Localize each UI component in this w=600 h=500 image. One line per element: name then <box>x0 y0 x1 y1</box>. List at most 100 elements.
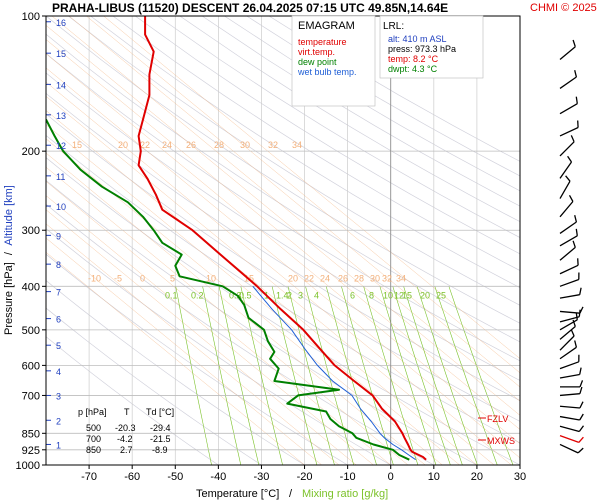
lrl-dewpoint: dwpt: 4.3 °C <box>388 64 438 74</box>
moist-adiabat <box>103 16 520 359</box>
dry-adiabat <box>46 92 520 402</box>
mixing-ratio-label: 20 <box>420 290 430 300</box>
wind-barb-staff <box>559 316 580 323</box>
legend-item-temperature: temperature <box>298 37 347 47</box>
wind-barb-flag <box>579 367 582 375</box>
altitude-tick-label: 2 <box>56 416 61 426</box>
y-axis-label-sep: / <box>3 251 15 255</box>
table-cell: -8.9 <box>152 445 168 455</box>
x-tick-label: -40 <box>210 471 226 483</box>
axes-layer: 1002003004005006007008509251000123456789… <box>16 11 527 483</box>
wind-barb-staff <box>559 415 580 421</box>
y-axis-label-pressure: Pressure [hPa] <box>3 262 15 335</box>
legend-box <box>291 15 376 107</box>
y-tick-label: 300 <box>22 225 40 237</box>
isotherm-label: 20 <box>118 140 128 150</box>
table-cell: -20.3 <box>115 423 136 433</box>
isotherm-label: 26 <box>186 140 196 150</box>
dry-adiabat <box>179 16 520 223</box>
legend-item-virt-temp: virt.temp. <box>298 47 335 57</box>
dry-adiabat <box>112 16 520 271</box>
isotherm-label: 5 <box>170 273 175 283</box>
altitude-tick-label: 1 <box>56 440 61 450</box>
isotherm-label: 34 <box>292 140 302 150</box>
series-line-temperature <box>137 16 427 461</box>
dry-adiabat <box>157 16 520 238</box>
x-tick-label: -20 <box>297 471 313 483</box>
wind-barb-staff <box>559 346 577 360</box>
isotherm-label: -5 <box>114 273 122 283</box>
wind-barb-flag <box>577 447 584 454</box>
lrl-altitude: alt: 410 m ASL <box>388 34 447 44</box>
wind-barb-staff <box>559 180 571 199</box>
wind-barb-flag <box>570 329 575 337</box>
isotherm-label: 22 <box>140 140 150 150</box>
x-tick-label: -10 <box>340 471 356 483</box>
wind-barb-staff <box>559 76 577 89</box>
wind-barb-flag <box>578 309 581 317</box>
wind-barbs <box>559 39 585 454</box>
y-tick-label: 1000 <box>16 460 40 472</box>
wind-barb-staff <box>559 161 573 179</box>
y-axis-label-altitude: Altitude [km] <box>3 185 15 246</box>
x-tick-label: 10 <box>428 471 440 483</box>
wind-barb-staff <box>559 434 580 444</box>
wind-barb-flag <box>579 401 584 409</box>
summary-table: p [hPa] T Td [°C] 500 -20.3 -29.4 700 -4… <box>78 407 174 455</box>
y-tick-label: 200 <box>22 146 40 158</box>
wind-barb-staff <box>559 393 580 397</box>
wind-barb-flag <box>579 287 582 295</box>
x-tick-label: 20 <box>471 471 483 483</box>
y-tick-label: 925 <box>22 445 40 457</box>
y-tick-label: 700 <box>22 390 40 402</box>
wind-barb-staff <box>559 443 579 454</box>
wind-barb-staff <box>559 221 577 234</box>
dry-adiabat <box>46 72 520 381</box>
altitude-tick-label: 14 <box>56 80 66 90</box>
table-cell: 850 <box>86 445 101 455</box>
altitude-tick-label: 10 <box>56 202 66 212</box>
wind-barb-staff <box>559 361 580 370</box>
lrl-temp: temp: 8.2 °C <box>388 54 439 64</box>
lrl-heading: LRL: <box>383 21 404 32</box>
svg-text:Pressure [hPa] /: Pressure [hPa] / Altitude [km] <box>3 185 15 335</box>
dry-adiabat <box>46 33 520 343</box>
wind-barb-staff <box>559 278 580 287</box>
wind-barb-flag <box>572 319 576 327</box>
dry-adiabat <box>68 16 520 306</box>
wind-barb-flag <box>567 155 573 163</box>
altitude-tick-label: 5 <box>56 341 61 351</box>
lrl-pressure: press: 973.3 hPa <box>388 44 456 54</box>
wind-barb-flag <box>574 340 578 348</box>
wind-barb-staff <box>559 46 576 61</box>
mixing-ratio-label: 8 <box>369 290 374 300</box>
wind-barb-flag <box>579 380 584 388</box>
wind-barb-staff <box>559 319 578 331</box>
mixing-ratio-label: 4 <box>314 290 319 300</box>
mixing-ratio-label: 25 <box>436 290 446 300</box>
dry-adiabat <box>46 113 520 422</box>
wind-barb-flag <box>575 228 578 236</box>
table-cell: 2.7 <box>120 445 133 455</box>
legend: EMAGRAM temperature virt.temp. dew point… <box>291 15 376 107</box>
wind-barb-staff <box>559 294 580 299</box>
altitude-tick-label: 15 <box>56 49 66 59</box>
table-header-t: T <box>124 407 130 417</box>
mxws-label: MXWS <box>487 436 515 446</box>
dry-adiabat <box>134 16 520 255</box>
wind-barb-staff <box>559 201 574 218</box>
mixing-ratio-label: 0.2 <box>191 290 204 300</box>
credit-label: CHMI © 2025 <box>530 2 597 14</box>
isotherm-label: 20 <box>288 273 298 283</box>
table-cell: 500 <box>86 423 101 433</box>
series-line-wet-bulb-temp- <box>252 285 416 461</box>
mixing-ratio-label: 0.5 <box>239 290 252 300</box>
altitude-tick-label: 4 <box>56 367 61 377</box>
table-cell: 700 <box>86 434 101 444</box>
isotherm-label: 34 <box>396 273 406 283</box>
wind-barb-flag <box>574 215 578 223</box>
isotherm-label: 0 <box>140 273 145 283</box>
x-tick-label: -70 <box>81 471 97 483</box>
lrl-frame <box>379 15 484 79</box>
